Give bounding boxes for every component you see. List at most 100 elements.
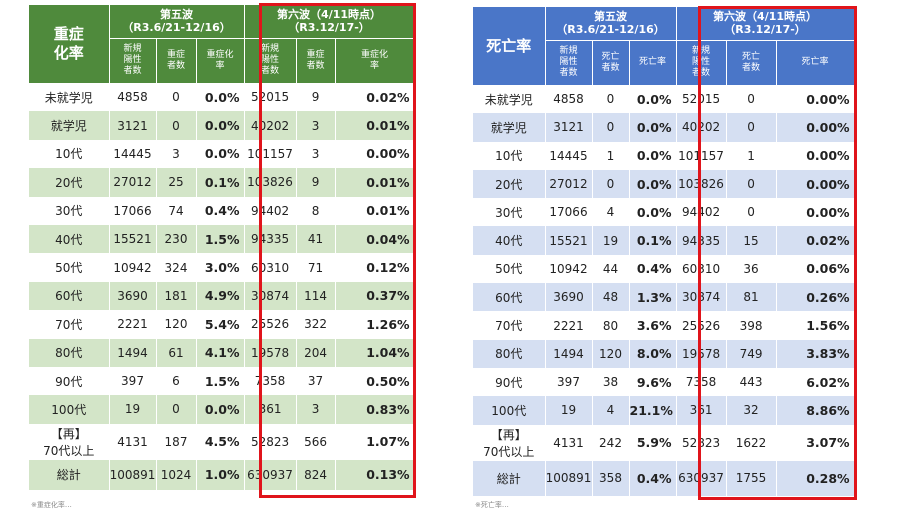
table-cell: 204: [296, 338, 336, 367]
table-cell: 443: [726, 367, 777, 397]
table-cell: 0: [726, 85, 777, 114]
row-label: 70代: [29, 310, 110, 339]
table-cell: 19578: [676, 339, 727, 368]
table-cell: 40202: [244, 111, 297, 140]
row-label: 未就学児: [473, 85, 546, 114]
table-cell: 0.83%: [335, 395, 415, 424]
row-label: 【再】 70代以上: [29, 423, 110, 460]
table-cell: 100891: [109, 459, 157, 490]
table-cell: 0.0%: [629, 141, 677, 170]
table-cell: 7358: [244, 366, 297, 396]
table-cell: 397: [545, 367, 593, 397]
table-cell: 1.3%: [629, 283, 677, 312]
table-cell: 5.4%: [196, 310, 245, 339]
table-cell: 19: [592, 226, 630, 255]
table-cell: 32: [726, 396, 777, 425]
column-header: 死亡 者数: [592, 40, 630, 85]
table-cell: 9: [296, 168, 336, 197]
table-cell: 3.83%: [776, 339, 855, 368]
table-row: 総計 100891 1024 1.0% 630937 824 0.13%: [29, 459, 415, 490]
table-cell: 2221: [109, 310, 157, 339]
row-label: 40代: [473, 226, 546, 255]
table-cell: 5.9%: [629, 424, 677, 461]
row-label: 30代: [29, 196, 110, 225]
column-header: 重症化 率: [196, 38, 245, 83]
table-cell: 397: [109, 366, 157, 396]
table-cell: 3: [296, 111, 336, 140]
table-cell: 0.01%: [335, 168, 415, 197]
row-label: 50代: [473, 254, 546, 284]
column-header: 新規 陽性 者数: [545, 40, 593, 85]
table-cell: 0.0%: [196, 139, 245, 169]
table-cell: 114: [296, 281, 336, 311]
table-corner-label: 死亡率: [473, 7, 546, 85]
table-cell: 0: [592, 169, 630, 199]
row-label: 20代: [473, 169, 546, 199]
table-cell: 52015: [244, 83, 297, 112]
table-cell: 1494: [545, 339, 593, 368]
table-row: 80代 1494 61 4.1% 19578 204 1.04%: [29, 338, 415, 367]
table-cell: 0.0%: [196, 83, 245, 112]
row-label: 未就学児: [29, 83, 110, 112]
table-row: 就学児 3121 0 0.0% 40202 3 0.01%: [29, 111, 415, 140]
table-cell: 1.26%: [335, 310, 415, 339]
table-cell: 4131: [545, 424, 593, 461]
table-cell: 0: [592, 113, 630, 142]
table-cell: 0.4%: [629, 460, 677, 496]
table-cell: 0.0%: [629, 169, 677, 199]
table-cell: 0.13%: [335, 459, 415, 490]
table-cell: 19: [109, 395, 157, 424]
table-cell: 4.9%: [196, 281, 245, 311]
table-cell: 15521: [545, 226, 593, 255]
footnote: ※死亡率…: [475, 501, 509, 509]
table-cell: 4858: [545, 85, 593, 114]
table-cell: 4.5%: [196, 423, 245, 460]
table-row: 30代 17066 4 0.0% 94402 0 0.00%: [473, 198, 855, 227]
row-label: 90代: [473, 367, 546, 397]
table-cell: 30874: [244, 281, 297, 311]
table-cell: 37: [296, 366, 336, 396]
table-cell: 52015: [676, 85, 727, 114]
table-cell: 566: [296, 423, 336, 460]
table-cell: 8.86%: [776, 396, 855, 425]
row-label: 40代: [29, 224, 110, 254]
table-row: 100代 19 0 0.0% 361 3 0.83%: [29, 395, 415, 424]
table-cell: 120: [156, 310, 197, 339]
table-cell: 0.00%: [776, 113, 855, 142]
table-row: 90代 397 6 1.5% 7358 37 0.50%: [29, 366, 415, 396]
table-cell: 1.07%: [335, 423, 415, 460]
table-cell: 19578: [244, 338, 297, 367]
table-cell: 0.00%: [776, 169, 855, 199]
table-cell: 0.28%: [776, 460, 855, 496]
table-cell: 94402: [676, 198, 727, 227]
table-cell: 17066: [545, 198, 593, 227]
table-cell: 322: [296, 310, 336, 339]
table-cell: 40202: [676, 113, 727, 142]
table-cell: 74: [156, 196, 197, 225]
table-row: 30代 17066 74 0.4% 94402 8 0.01%: [29, 196, 415, 225]
table-cell: 44: [592, 254, 630, 284]
table-cell: 30874: [676, 283, 727, 312]
table-cell: 1.0%: [196, 459, 245, 490]
table-cell: 0.02%: [776, 226, 855, 255]
column-header: 新規 陽性 者数: [244, 38, 297, 83]
table-cell: 10942: [109, 253, 157, 282]
table-cell: 94335: [676, 226, 727, 255]
table-cell: 3: [296, 395, 336, 424]
row-label: 就学児: [473, 113, 546, 142]
footnote: ※重症化率…: [31, 501, 72, 509]
wave6-header: 第六波（4/11時点） （R3.12/17-）: [244, 5, 415, 39]
table-cell: 1622: [726, 424, 777, 461]
table-cell: 0.0%: [629, 113, 677, 142]
table-row: 未就学児 4858 0 0.0% 52015 9 0.02%: [29, 83, 415, 112]
table-row: 10代 14445 1 0.0% 101157 1 0.00%: [473, 141, 855, 170]
table-cell: 101157: [676, 141, 727, 170]
row-label: 100代: [29, 395, 110, 424]
column-header: 重症 者数: [156, 38, 197, 83]
table-cell: 749: [726, 339, 777, 368]
table-cell: 0.00%: [776, 85, 855, 114]
table-cell: 6.02%: [776, 367, 855, 397]
table-cell: 25526: [676, 311, 727, 340]
row-label: 100代: [473, 396, 546, 425]
table-cell: 181: [156, 281, 197, 311]
